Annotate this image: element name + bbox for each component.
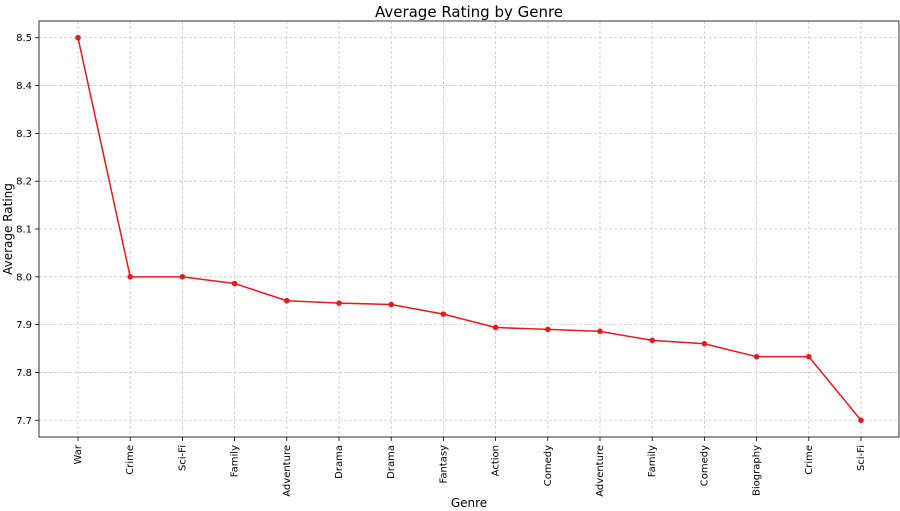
- grid: [39, 21, 899, 437]
- y-tick-label: 8.4: [16, 81, 32, 92]
- data-point: [179, 274, 186, 280]
- x-tick-label: Fantasy: [438, 445, 449, 484]
- x-tick-label: Comedy: [543, 445, 554, 486]
- data-point: [858, 417, 864, 424]
- x-tick-label: Comedy: [699, 445, 710, 486]
- y-axis: 7.7 7.8 7.9 8.0 8.1 8.2 8.3 8.4 8.5: [16, 33, 39, 427]
- x-tick-label: Biography: [752, 445, 763, 496]
- data-point: [75, 34, 81, 41]
- data-point: [284, 297, 290, 304]
- x-tick-label: Adventure: [595, 445, 606, 497]
- x-axis-label: Genre: [451, 496, 487, 510]
- data-point: [806, 353, 812, 360]
- x-tick-label: Drama: [386, 445, 397, 479]
- y-tick-label: 8.3: [16, 129, 32, 140]
- chart-title: Average Rating by Genre: [375, 3, 563, 21]
- data-point: [388, 301, 395, 308]
- data-point: [545, 326, 551, 333]
- y-tick-label: 8.2: [16, 177, 32, 188]
- data-point: [440, 311, 447, 317]
- x-tick-label: Sci-Fi: [177, 445, 188, 471]
- x-tick-label: Action: [491, 445, 502, 476]
- data-point: [649, 337, 655, 344]
- y-tick-label: 7.8: [16, 368, 32, 379]
- y-tick-label: 7.9: [16, 320, 32, 331]
- data-points: [75, 34, 864, 424]
- x-tick-label: Family: [230, 445, 241, 477]
- data-point: [701, 340, 708, 347]
- y-tick-label: 8.0: [16, 272, 32, 283]
- data-point: [127, 274, 133, 280]
- series-line: [77, 37, 862, 421]
- x-tick-label: Crime: [804, 445, 815, 475]
- data-point: [231, 280, 238, 287]
- y-tick-label: 8.5: [16, 33, 32, 44]
- data-point: [597, 328, 603, 335]
- y-axis-label: Average Rating: [1, 183, 15, 275]
- x-tick-label: Drama: [334, 445, 345, 479]
- x-tick-label: Sci-Fi: [856, 445, 867, 471]
- data-point: [753, 353, 760, 360]
- x-axis: War Crime Sci-Fi Family Adventure Drama Drama F…: [73, 437, 867, 497]
- x-tick-label: Family: [647, 445, 658, 477]
- x-tick-label: War: [73, 444, 84, 464]
- data-point: [336, 300, 342, 306]
- y-tick-label: 8.1: [16, 225, 32, 236]
- data-point: [492, 324, 499, 331]
- y-tick-label: 7.7: [16, 416, 32, 427]
- x-tick-label: Crime: [125, 445, 136, 475]
- x-tick-label: Adventure: [282, 445, 293, 497]
